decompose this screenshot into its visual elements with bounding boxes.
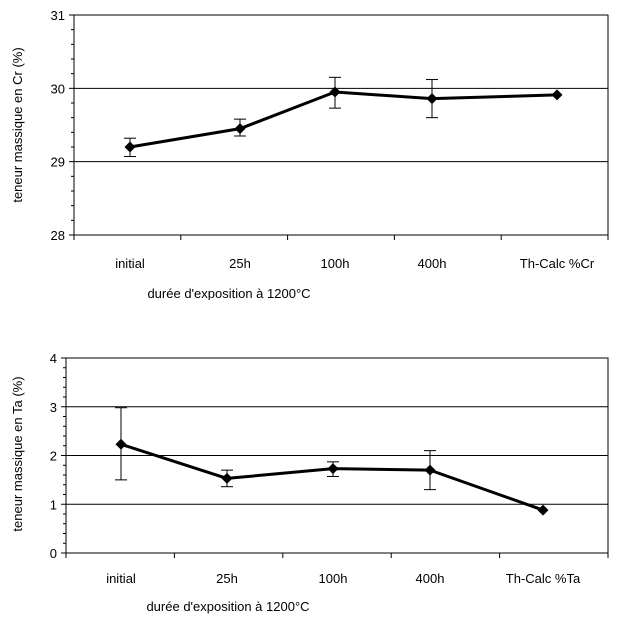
data-point bbox=[327, 463, 339, 475]
data-point bbox=[426, 93, 438, 105]
y-axis-label: teneur massique en Ta (%) bbox=[10, 376, 25, 531]
y-tick-label: 31 bbox=[51, 8, 65, 23]
x-tick-label: 400h bbox=[418, 256, 447, 271]
plot-area bbox=[73, 14, 609, 236]
y-tick-label: 4 bbox=[50, 351, 57, 366]
series-line bbox=[129, 90, 558, 149]
data-point bbox=[424, 464, 436, 476]
chart-ta: teneur massique en Ta (%) durée d'exposi… bbox=[10, 351, 609, 614]
y-tick-label: 1 bbox=[50, 497, 57, 512]
data-point bbox=[115, 438, 127, 450]
y-tick-label: 3 bbox=[50, 400, 57, 415]
x-axis-label: durée d'exposition à 1200°C bbox=[147, 286, 310, 300]
chart-cr: teneur massique en Cr (%) durée d'exposi… bbox=[10, 8, 609, 300]
x-tick-label: 25h bbox=[216, 571, 238, 586]
x-tick-label: 25h bbox=[229, 256, 251, 271]
x-tick-label: initial bbox=[115, 256, 145, 271]
y-tick-label: 28 bbox=[51, 228, 65, 243]
y-tick-label: 30 bbox=[51, 81, 65, 96]
x-tick-label: 400h bbox=[416, 571, 445, 586]
y-tick-label: 2 bbox=[50, 449, 57, 464]
x-tick-label: 100h bbox=[321, 256, 350, 271]
x-axis-label: durée d'exposition à 1200°C bbox=[146, 599, 309, 614]
series-line bbox=[120, 442, 544, 512]
data-point bbox=[329, 86, 341, 98]
data-point bbox=[221, 472, 233, 484]
y-tick-label: 29 bbox=[51, 155, 65, 170]
x-tick-label: Th-Calc %Ta bbox=[506, 571, 581, 586]
data-point bbox=[537, 504, 549, 516]
data-point bbox=[124, 141, 136, 153]
data-point bbox=[234, 123, 246, 135]
x-tick-label: 100h bbox=[319, 571, 348, 586]
y-tick-label: 0 bbox=[50, 546, 57, 561]
x-tick-label: Th-Calc %Cr bbox=[520, 256, 595, 271]
y-axis-label: teneur massique en Cr (%) bbox=[10, 47, 25, 202]
data-point bbox=[551, 89, 563, 101]
x-tick-label: initial bbox=[106, 571, 136, 586]
